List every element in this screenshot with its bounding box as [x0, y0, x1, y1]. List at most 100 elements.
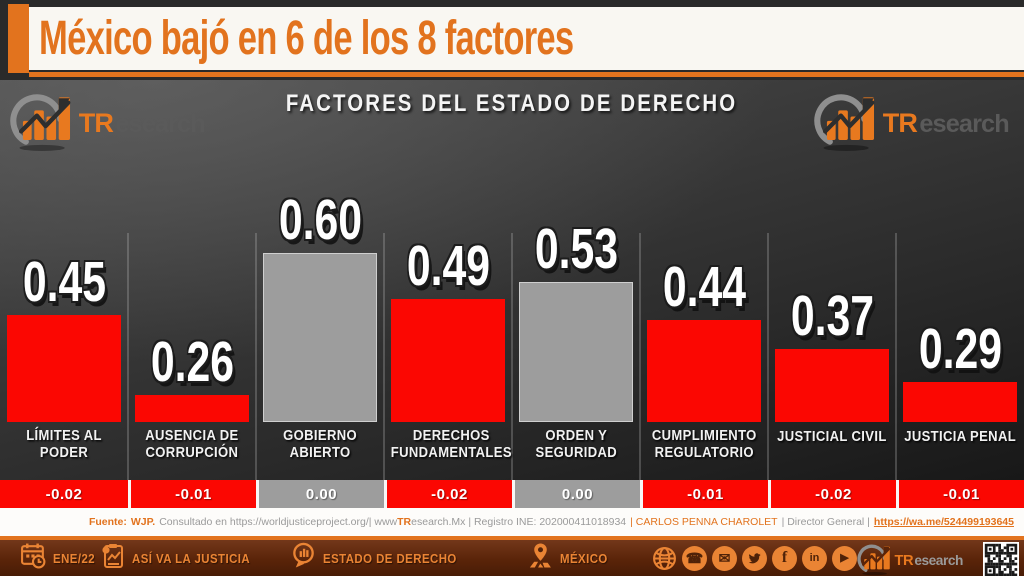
header-banner: México bajó en 6 de los 8 factores — [0, 0, 1024, 80]
bar-value: 0.60 — [278, 188, 362, 252]
bar-value-label: 0.44 — [640, 259, 768, 316]
bottom-bar: ENE/22 ASÍ VA LA JUSTICIA ESTADO DE DERE… — [0, 536, 1024, 576]
bar-value: 0.45 — [22, 250, 106, 314]
program-label: ASÍ VA LA JUSTICIA — [132, 550, 251, 566]
bar — [263, 253, 377, 422]
bar — [519, 282, 633, 422]
source-label: Fuente: — [88, 516, 127, 528]
social-icons: ☎ ✉ f in ▶ — [652, 540, 857, 576]
svg-text:esearch: esearch — [115, 110, 204, 138]
bar-value-label: 0.37 — [768, 288, 896, 345]
bar-value-label: 0.60 — [256, 192, 384, 249]
bar-value: 0.53 — [534, 217, 618, 281]
column-divider — [383, 233, 385, 480]
change-strip: -0.02 -0.01 0.00 -0.02 0.00 -0.01 -0.02 -0.01 — [0, 480, 1024, 508]
category-line: CUMPLIMIENTO — [651, 428, 757, 444]
column-divider — [639, 233, 641, 480]
svg-text:TR: TR — [883, 108, 918, 138]
svg-text:esearch: esearch — [919, 110, 1008, 138]
bar-value: 0.29 — [918, 317, 1002, 381]
change-value: -0.02 — [431, 485, 468, 503]
phone-icon[interactable]: ☎ — [682, 545, 707, 571]
category-line: ORDEN Y — [545, 428, 607, 444]
globe-icon[interactable] — [652, 546, 677, 571]
column-divider — [767, 233, 769, 480]
bar-value-label: 0.45 — [0, 254, 128, 311]
qr-code — [983, 542, 1019, 576]
bar — [135, 395, 249, 422]
bar-value: 0.26 — [150, 330, 234, 394]
source-consulted[interactable]: Consultado en https://worldjusticeprojec… — [159, 516, 398, 528]
change-value: -0.01 — [687, 485, 724, 503]
youtube-icon[interactable]: ▶ — [832, 545, 857, 571]
bar-value-label: 0.49 — [384, 238, 512, 295]
linkedin-icon[interactable]: in — [802, 545, 827, 571]
column-divider — [255, 233, 257, 480]
document-checklist-icon — [100, 543, 126, 574]
date-group: ENE/22 — [20, 540, 101, 576]
change-value: -0.02 — [45, 485, 83, 503]
page-title: México bajó en 6 de los 8 factores — [39, 12, 574, 65]
tresearch-logo: TR esearch — [851, 541, 973, 576]
bar-value-label: 0.26 — [128, 334, 256, 391]
column-divider — [127, 233, 129, 480]
category-label: GOBIERNO ABIERTO — [256, 428, 384, 462]
whatsapp-link[interactable]: https://wa.me/524499193645 — [873, 516, 1014, 528]
svg-text:esearch: esearch — [914, 553, 963, 568]
bar-plot: 0.45 LÍMITES AL PODER 0.26 AUSENCIA DE CORRUP… — [0, 80, 1024, 480]
source-name: WJP. — [130, 516, 156, 528]
chart-area: TR esearch TR esearch FACTORES DEL ESTADO … — [0, 80, 1024, 480]
author-role: | Director General | — [781, 516, 870, 528]
bar — [903, 382, 1017, 422]
change-cell: 0.00 — [256, 480, 384, 508]
change-value: -0.02 — [815, 485, 852, 503]
svg-text:TR: TR — [895, 553, 914, 569]
title-banner: México bajó en 6 de los 8 factores — [29, 7, 1024, 70]
source-site-tr: TR — [397, 516, 412, 528]
country-group: MÉXICO — [527, 540, 614, 576]
category-label: AUSENCIA DE CORRUPCIÓN — [128, 428, 256, 462]
change-value: 0.00 — [305, 485, 338, 503]
facebook-icon[interactable]: f — [772, 545, 797, 571]
category-line: LÍMITES AL — [26, 428, 102, 444]
category-label: JUSTICIA PENAL — [896, 428, 1024, 446]
bar-value: 0.44 — [662, 255, 746, 319]
column-divider — [895, 233, 897, 480]
change-cell: -0.02 — [768, 480, 896, 508]
twitter-icon[interactable] — [742, 545, 767, 571]
svg-text:TR: TR — [79, 108, 114, 138]
bar-value-label: 0.53 — [512, 221, 640, 278]
category-line: DERECHOS — [412, 428, 490, 444]
topic-label: ESTADO DE DERECHO — [323, 550, 457, 566]
bar-value: 0.37 — [790, 284, 874, 348]
chart-title-text: FACTORES DEL ESTADO DE DERECHO — [286, 90, 738, 117]
change-cell: -0.02 — [384, 480, 512, 508]
bar — [391, 299, 505, 422]
date-badge: ENE/22 — [53, 550, 96, 566]
category-label: ORDEN Y SEGURIDAD — [512, 428, 640, 462]
bar-value: 0.49 — [406, 234, 490, 298]
header-underline — [29, 72, 1024, 77]
change-cell: -0.01 — [640, 480, 768, 508]
change-cell: 0.00 — [512, 480, 640, 508]
tresearch-logo: TR esearch — [2, 85, 220, 155]
speech-bubble-chart-icon — [290, 542, 317, 574]
category-line: REGULATORIO — [654, 445, 754, 461]
category-line: JUSTICIAL CIVIL — [777, 429, 887, 445]
category-line: SEGURIDAD — [535, 445, 617, 461]
program-group: ASÍ VA LA JUSTICIA — [100, 540, 266, 576]
category-line: GOBIERNO — [283, 428, 357, 444]
chart-title: FACTORES DEL ESTADO DE DERECHO — [0, 90, 1024, 118]
tresearch-logo: TR esearch — [806, 85, 1024, 155]
category-line: JUSTICIA PENAL — [904, 429, 1016, 445]
change-cell: -0.02 — [0, 480, 128, 508]
change-value: 0.00 — [561, 485, 594, 503]
map-pin-icon — [527, 542, 554, 574]
category-label: DERECHOS FUNDAMENTALES — [384, 428, 512, 462]
email-icon[interactable]: ✉ — [712, 545, 737, 571]
topic-group: ESTADO DE DERECHO — [290, 540, 475, 576]
change-cell: -0.01 — [896, 480, 1024, 508]
change-cell: -0.01 — [128, 480, 256, 508]
calendar-clock-icon — [20, 542, 47, 574]
